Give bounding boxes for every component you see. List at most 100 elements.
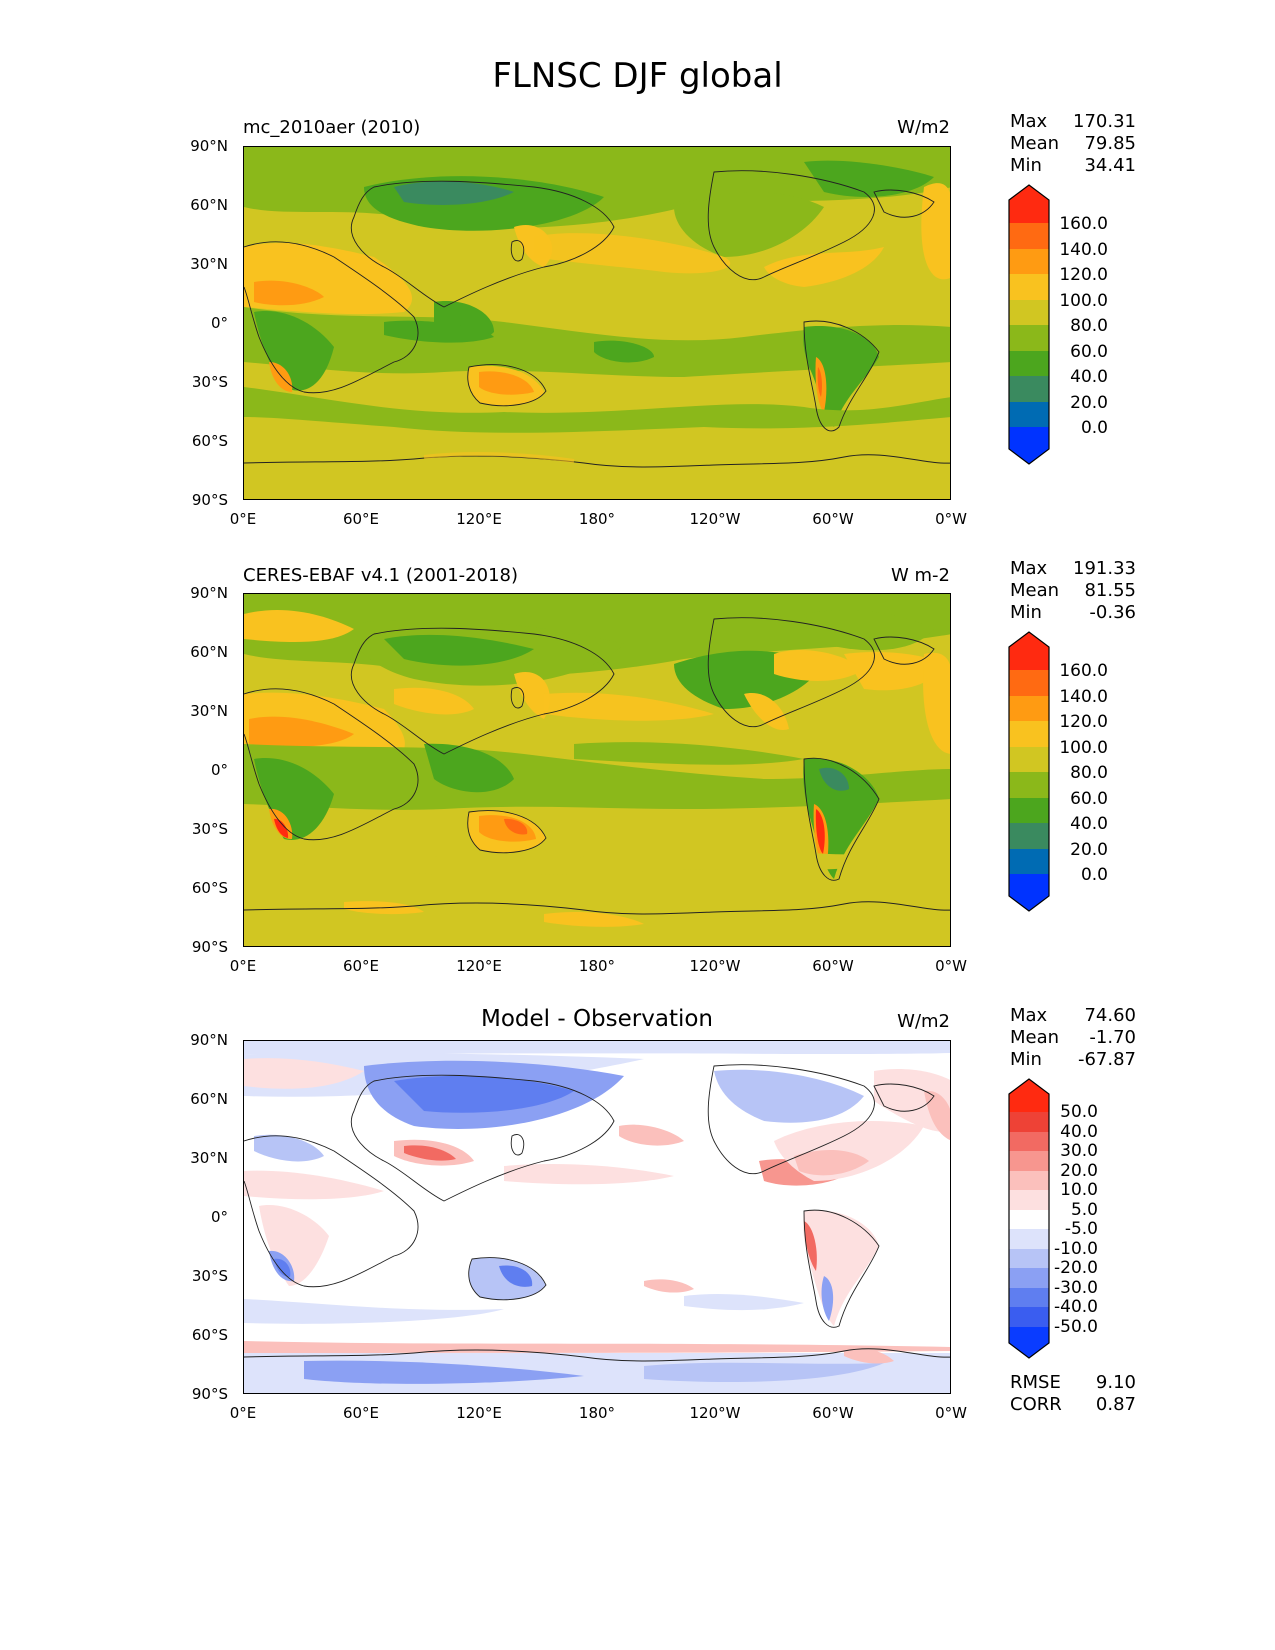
lon-tick-0w: 0°W <box>935 510 967 528</box>
lon-tick-120w: 120°W <box>689 1404 741 1422</box>
panel-3-stats: Max 74.60 Mean -1.70 Min -67.87 <box>1010 1005 1136 1071</box>
metric-rmse: RMSE 9.10 <box>1010 1372 1136 1393</box>
panel-2-colorbar <box>1008 631 1050 912</box>
lon-tick-120w: 120°W <box>689 957 741 975</box>
cbar3-label-20: 20.0 <box>1060 1161 1098 1181</box>
cbar2-label-160: 160.0 <box>1059 661 1108 681</box>
cbar1-label-40: 40.0 <box>1070 367 1108 387</box>
lon-tick-0e: 0°E <box>229 957 257 975</box>
lat-tick-30s: 30°S <box>191 1267 228 1285</box>
lat-tick-90n: 90°N <box>190 1031 228 1049</box>
panel-1-map <box>243 146 951 500</box>
panel-1-stats: Max 170.31 Mean 79.85 Min 34.41 <box>1010 111 1136 177</box>
stat-max: Max 74.60 <box>1010 1005 1136 1026</box>
lat-tick-90n: 90°N <box>190 137 228 155</box>
lon-tick-180: 180° <box>578 957 616 975</box>
lon-tick-60e: 60°E <box>342 510 380 528</box>
lon-tick-120e: 120°E <box>456 510 502 528</box>
panel-3-colorbar <box>1008 1078 1050 1359</box>
lat-tick-60s: 60°S <box>191 879 228 897</box>
lon-tick-120w: 120°W <box>689 510 741 528</box>
figure-title: FLNSC DJF global <box>492 56 783 96</box>
cbar2-label-0: 0.0 <box>1080 865 1108 885</box>
stat-mean: Mean 79.85 <box>1010 133 1136 154</box>
panel-3-map <box>243 1040 951 1394</box>
lon-tick-0e: 0°E <box>229 1404 257 1422</box>
lat-tick-90s: 90°S <box>191 491 228 509</box>
cbar2-label-20: 20.0 <box>1070 840 1108 860</box>
stat-min: Min 34.41 <box>1010 155 1136 176</box>
lat-tick-60n: 60°N <box>190 196 228 214</box>
panel-1-label: mc_2010aer (2010) <box>243 117 421 138</box>
cbar3-label-neg5: -5.0 <box>1064 1219 1098 1239</box>
panel-2-map <box>243 593 951 947</box>
panel-3-title: Model - Observation <box>480 1006 714 1032</box>
lon-tick-180: 180° <box>578 1404 616 1422</box>
lon-tick-60w: 60°W <box>812 957 854 975</box>
panel-1-colorbar <box>1008 184 1050 465</box>
panel-3-units: W/m2 <box>897 1011 950 1032</box>
cbar1-label-80: 80.0 <box>1070 316 1108 336</box>
stat-mean: Mean -1.70 <box>1010 1027 1136 1048</box>
cbar1-label-20: 20.0 <box>1070 393 1108 413</box>
lat-tick-60s: 60°S <box>191 432 228 450</box>
lon-tick-120e: 120°E <box>456 957 502 975</box>
cbar3-label-neg40: -40.0 <box>1054 1297 1098 1317</box>
cbar2-label-80: 80.0 <box>1070 763 1108 783</box>
panel-1-units: W/m2 <box>897 117 950 138</box>
cbar3-label-5: 5.0 <box>1070 1200 1098 1220</box>
cbar3-label-neg20: -20.0 <box>1054 1258 1098 1278</box>
cbar2-label-100: 100.0 <box>1059 738 1108 758</box>
lon-tick-60w: 60°W <box>812 1404 854 1422</box>
lat-tick-90n: 90°N <box>190 584 228 602</box>
cbar3-label-50: 50.0 <box>1060 1102 1098 1122</box>
cbar3-label-neg30: -30.0 <box>1054 1278 1098 1298</box>
lon-tick-0e: 0°E <box>229 510 257 528</box>
lon-tick-0w: 0°W <box>935 957 967 975</box>
lat-tick-90s: 90°S <box>191 1385 228 1403</box>
lat-tick-60n: 60°N <box>190 1090 228 1108</box>
panel-2-units: W m-2 <box>890 565 950 586</box>
cbar3-label-30: 30.0 <box>1060 1141 1098 1161</box>
stat-min: Min -67.87 <box>1010 1049 1136 1070</box>
cbar2-label-40: 40.0 <box>1070 814 1108 834</box>
lon-tick-180: 180° <box>578 510 616 528</box>
cbar3-label-neg50: -50.0 <box>1054 1317 1098 1337</box>
cbar2-label-60: 60.0 <box>1070 789 1108 809</box>
cbar3-label-40: 40.0 <box>1060 1122 1098 1142</box>
lat-tick-30n: 30°N <box>190 702 228 720</box>
lat-tick-30n: 30°N <box>190 255 228 273</box>
lat-tick-0: 0° <box>210 314 228 332</box>
cbar2-label-120: 120.0 <box>1059 712 1108 732</box>
cbar1-label-60: 60.0 <box>1070 342 1108 362</box>
cbar1-label-100: 100.0 <box>1059 291 1108 311</box>
lon-tick-60w: 60°W <box>812 510 854 528</box>
panel-3-metrics: RMSE 9.10 CORR 0.87 <box>1010 1372 1136 1416</box>
cbar1-label-0: 0.0 <box>1080 418 1108 438</box>
cbar3-label-10: 10.0 <box>1060 1180 1098 1200</box>
lat-tick-0: 0° <box>210 761 228 779</box>
lon-tick-60e: 60°E <box>342 957 380 975</box>
cbar2-label-140: 140.0 <box>1059 687 1108 707</box>
cbar1-label-140: 140.0 <box>1059 240 1108 260</box>
lon-tick-120e: 120°E <box>456 1404 502 1422</box>
lat-tick-30n: 30°N <box>190 1149 228 1167</box>
cbar1-label-120: 120.0 <box>1059 265 1108 285</box>
stat-mean: Mean 81.55 <box>1010 580 1136 601</box>
panel-2-stats: Max 191.33 Mean 81.55 Min -0.36 <box>1010 558 1136 624</box>
lat-tick-90s: 90°S <box>191 938 228 956</box>
stat-max: Max 191.33 <box>1010 558 1136 579</box>
panel-2-label: CERES-EBAF v4.1 (2001-2018) <box>243 565 519 586</box>
metric-corr: CORR 0.87 <box>1010 1394 1136 1415</box>
lat-tick-30s: 30°S <box>191 820 228 838</box>
lon-tick-0w: 0°W <box>935 1404 967 1422</box>
stat-min: Min -0.36 <box>1010 602 1136 623</box>
lat-tick-30s: 30°S <box>191 373 228 391</box>
cbar1-label-160: 160.0 <box>1059 214 1108 234</box>
lat-tick-60n: 60°N <box>190 643 228 661</box>
lat-tick-60s: 60°S <box>191 1326 228 1344</box>
cbar3-label-neg10: -10.0 <box>1054 1239 1098 1259</box>
lon-tick-60e: 60°E <box>342 1404 380 1422</box>
stat-max: Max 170.31 <box>1010 111 1136 132</box>
lat-tick-0: 0° <box>210 1208 228 1226</box>
